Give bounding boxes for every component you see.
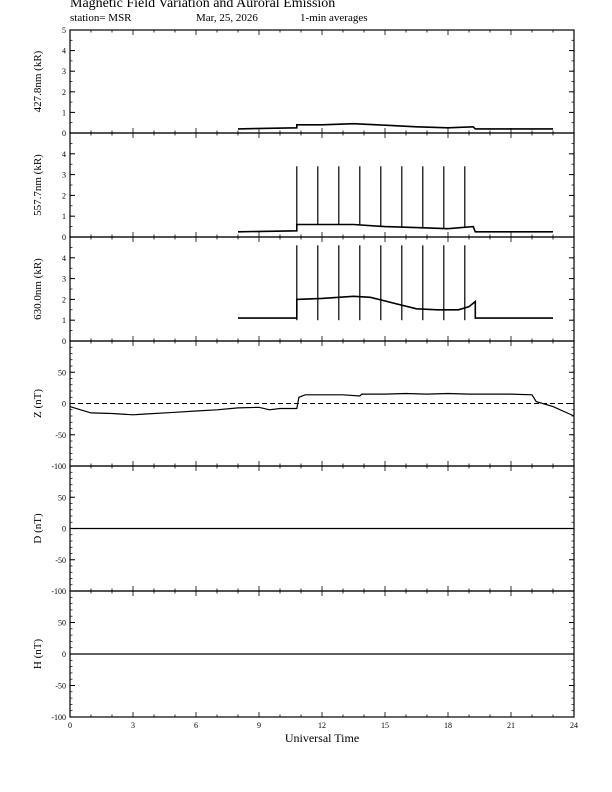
y-tick-label: -100 bbox=[51, 713, 66, 722]
y-tick-label: -100 bbox=[51, 587, 66, 596]
x-tick-label: 12 bbox=[318, 721, 326, 730]
x-tick-label: 21 bbox=[507, 721, 515, 730]
y-axis-label: Z (nT) bbox=[32, 389, 44, 418]
y-tick-label: 0 bbox=[62, 337, 66, 346]
y-axis-label: 557.7nm (kR) bbox=[32, 154, 44, 216]
series-line bbox=[237, 223, 553, 233]
y-tick-label: 5 bbox=[62, 26, 66, 35]
y-tick-label: 3 bbox=[62, 67, 66, 76]
y-axis-label: 630.0nm (kR) bbox=[32, 258, 44, 320]
date-label: Mar, 25, 2026 bbox=[196, 12, 258, 24]
y-tick-label: 0 bbox=[62, 400, 66, 409]
x-tick-label: 0 bbox=[68, 721, 72, 730]
panel-frame bbox=[69, 132, 575, 238]
y-tick-label: 0 bbox=[62, 650, 66, 659]
chart-panel-3: 0 1 2 3 4 630.0nm (kR) bbox=[32, 236, 575, 346]
y-axis-label: D (nT) bbox=[32, 513, 44, 544]
averaging-label: 1-min averages bbox=[300, 12, 368, 24]
y-tick-label: 2 bbox=[62, 88, 66, 97]
y-tick-label: 3 bbox=[62, 275, 66, 284]
chart-panel-1: 0 1 2 3 4 5 427.8nm (kR) bbox=[32, 26, 575, 138]
y-axis-label: H (nT) bbox=[32, 639, 44, 670]
series-line bbox=[237, 122, 553, 130]
y-tick-label: 50 bbox=[58, 368, 66, 377]
y-tick-label: 1 bbox=[62, 316, 66, 325]
y-tick-label: 0 bbox=[62, 525, 66, 534]
y-tick-label: 4 bbox=[62, 47, 66, 56]
y-tick-label: -100 bbox=[51, 462, 66, 471]
chart-panel-6: -100 -50 0 50 H (nT) bbox=[32, 590, 575, 722]
x-axis-label: Universal Time bbox=[285, 731, 359, 745]
x-tick-label: 15 bbox=[381, 721, 389, 730]
series-line bbox=[69, 392, 575, 417]
x-tick-label: 6 bbox=[194, 721, 198, 730]
panel-frame bbox=[69, 236, 575, 342]
y-tick-label: -50 bbox=[55, 682, 66, 691]
chart-panel-4: -100 -50 0 50 Z (nT) bbox=[32, 340, 575, 471]
y-axis-label: 427.8nm (kR) bbox=[32, 50, 44, 112]
y-tick-label: -50 bbox=[55, 431, 66, 440]
y-tick-label: 3 bbox=[62, 171, 66, 180]
y-tick-label: -50 bbox=[55, 556, 66, 565]
x-tick-label: 18 bbox=[444, 721, 452, 730]
chart-panel-2: 0 1 2 3 4 557.7nm (kR) bbox=[32, 132, 575, 242]
y-tick-label: 4 bbox=[62, 150, 66, 159]
x-tick-label: 3 bbox=[131, 721, 135, 730]
station-label: station= MSR bbox=[70, 12, 132, 24]
chart-title: Magnetic Field Variation and Auroral Emi… bbox=[70, 0, 336, 11]
x-tick-label: 24 bbox=[570, 721, 578, 730]
y-tick-label: 4 bbox=[62, 254, 66, 263]
y-tick-label: 0 bbox=[62, 233, 66, 242]
y-tick-label: 2 bbox=[62, 295, 66, 304]
y-tick-label: 50 bbox=[58, 493, 66, 502]
y-tick-label: 1 bbox=[62, 108, 66, 117]
y-tick-label: 1 bbox=[62, 212, 66, 221]
y-tick-label: 0 bbox=[62, 129, 66, 138]
y-tick-label: 50 bbox=[58, 619, 66, 628]
series-line bbox=[238, 295, 553, 319]
x-tick-label: 9 bbox=[257, 721, 261, 730]
panel-frame bbox=[69, 29, 575, 134]
y-tick-label: 2 bbox=[62, 191, 66, 200]
chart-panel-5: -100 -50 0 50 D (nT) bbox=[32, 465, 575, 596]
